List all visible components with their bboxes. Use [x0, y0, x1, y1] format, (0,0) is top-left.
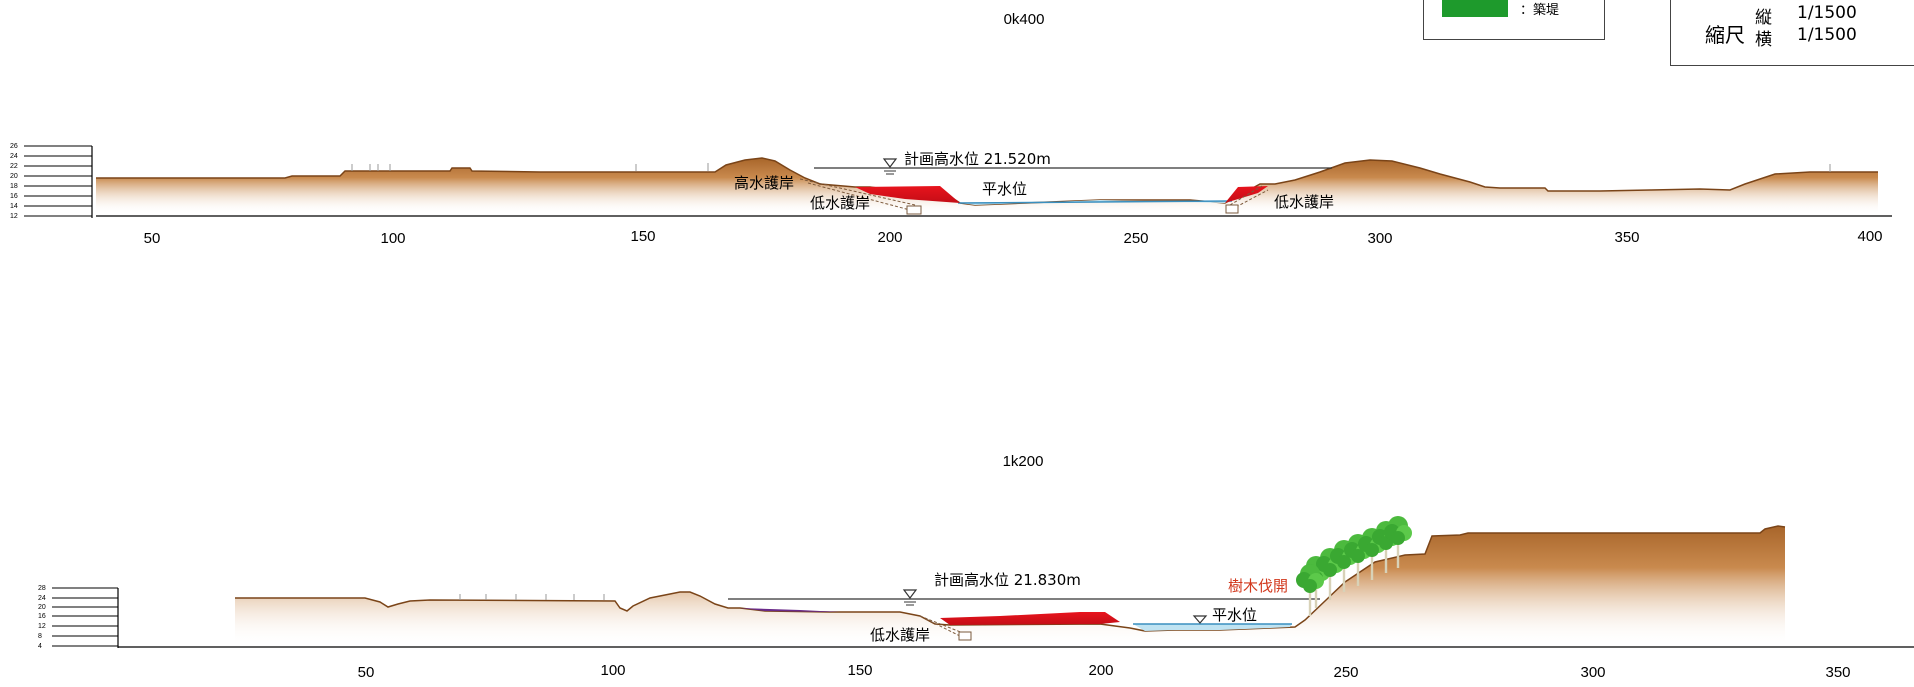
x-tick-label: 200 [877, 229, 902, 246]
normal-water-label-1k200: 平水位 [1212, 606, 1257, 624]
normal-water-1k200 [1133, 624, 1292, 631]
scale-horizontal-value: 1/1500 [1797, 25, 1857, 45]
section-1k200: 1k200 28 24 20 16 12 8 4 [38, 453, 1914, 681]
section-title-0k400: 0k400 [1004, 11, 1045, 28]
low-revetment-label-right: 低水護岸 [1274, 193, 1334, 211]
normal-water-label-0k400: 平水位 [982, 180, 1027, 198]
excavation-left-0k400 [855, 186, 960, 203]
section-0k400: 0k400 26 24 22 20 18 16 14 12 [10, 11, 1892, 247]
y-tick-label: 20 [10, 173, 18, 180]
elevation-scale-1k200: 28 24 20 16 12 8 4 [38, 585, 119, 650]
y-tick-label: 12 [38, 623, 46, 630]
x-tick-label: 150 [847, 662, 872, 679]
y-tick-label: 12 [10, 213, 18, 220]
legend-embankment-label: ：築堤 [1520, 3, 1560, 18]
scale-vertical-value: 1/1500 [1797, 3, 1857, 23]
x-tick-label: 100 [600, 662, 625, 679]
x-tick-label: 50 [144, 230, 161, 247]
ground-profile-1k200 [235, 526, 1785, 645]
y-tick-label: 20 [38, 604, 46, 611]
section-title-1k200: 1k200 [1003, 453, 1044, 470]
y-tick-label: 22 [10, 163, 18, 170]
scale-vertical-label: 縦 [1755, 8, 1772, 28]
revetment-toe-right [1225, 204, 1239, 214]
revetment-toe-left [906, 205, 922, 215]
low-revetment-label-1k200: 低水護岸 [870, 626, 930, 644]
y-tick-label: 14 [10, 203, 18, 210]
y-tick-label: 16 [38, 613, 46, 620]
x-tick-label: 100 [380, 230, 405, 247]
x-tick-label: 150 [630, 228, 655, 245]
design-flood-label-0k400: 計画高水位 21.520m [904, 150, 1051, 168]
legend-box: ：築堤 [1423, 0, 1605, 40]
y-tick-label: 24 [10, 153, 18, 160]
y-tick-label: 8 [38, 633, 42, 640]
normal-water-0k400 [960, 200, 1230, 205]
x-tick-label: 400 [1857, 228, 1882, 245]
high-revetment-label: 高水護岸 [734, 174, 794, 192]
y-tick-label: 26 [10, 143, 18, 150]
revetment-toe-1k200 [958, 631, 972, 641]
design-flood-label-1k200: 計画高水位 21.830m [934, 571, 1081, 589]
excavation-1k200 [940, 612, 1120, 625]
x-tick-label: 350 [1825, 664, 1850, 681]
y-tick-label: 16 [10, 193, 18, 200]
scale-box: 縮尺 縦 1/1500 横 1/1500 [1670, 0, 1914, 66]
y-tick-label: 4 [38, 643, 42, 650]
legend-embankment-swatch [1442, 0, 1508, 17]
elevation-scale-0k400: 26 24 22 20 18 16 14 12 [10, 143, 93, 220]
excavation-right-0k400 [1225, 186, 1268, 203]
x-tick-label: 300 [1367, 230, 1392, 247]
scale-title: 縮尺 [1705, 23, 1745, 47]
x-tick-label: 200 [1088, 662, 1113, 679]
x-tick-label: 250 [1123, 230, 1148, 247]
y-tick-label: 18 [10, 183, 18, 190]
x-tick-label: 50 [358, 664, 375, 681]
y-tick-label: 24 [38, 595, 46, 602]
x-tick-label: 350 [1614, 229, 1639, 246]
x-tick-label: 250 [1333, 664, 1358, 681]
y-tick-label: 28 [38, 585, 46, 592]
low-revetment-label-left: 低水護岸 [810, 194, 870, 212]
scale-horizontal-label: 横 [1755, 30, 1772, 50]
x-tick-label: 300 [1580, 664, 1605, 681]
tree-clearing-label: 樹木伐開 [1228, 577, 1288, 595]
